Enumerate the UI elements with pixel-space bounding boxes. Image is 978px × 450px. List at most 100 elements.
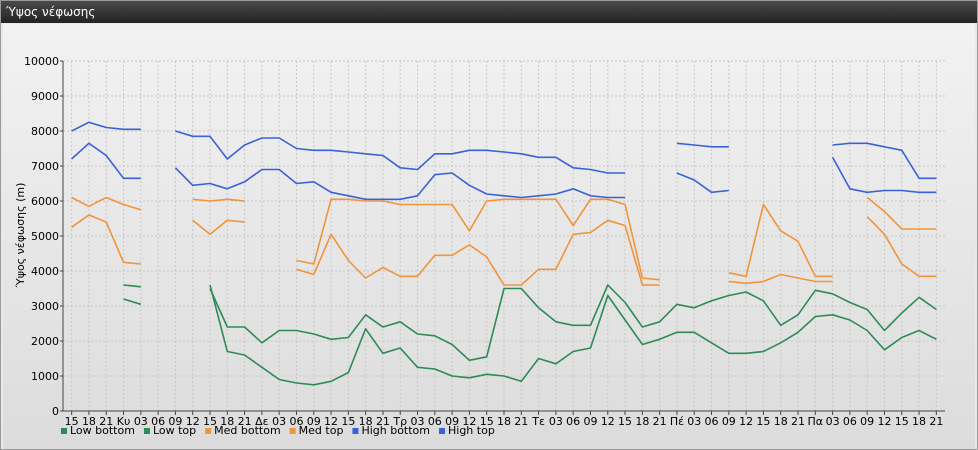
series-line-segment bbox=[209, 284, 937, 362]
x-tick-label: 12 bbox=[462, 415, 476, 428]
legend-label: Med bottom bbox=[214, 424, 281, 437]
y-tick-label: 5000 bbox=[31, 230, 59, 243]
series-line-segment bbox=[192, 198, 245, 202]
x-tick-label: Πέ bbox=[670, 415, 684, 428]
x-tick-label: 06 bbox=[705, 415, 719, 428]
legend-label: Low top bbox=[153, 424, 196, 437]
series-line-segment bbox=[123, 298, 142, 306]
x-tick-label: Τε bbox=[531, 415, 545, 428]
series-line-segment bbox=[123, 284, 141, 288]
x-tick-label: 21 bbox=[99, 415, 113, 428]
series-line-segment bbox=[728, 203, 833, 278]
x-tick-label: 21 bbox=[929, 415, 943, 428]
x-tick-label: 09 bbox=[583, 415, 597, 428]
x-tick-label: 15 bbox=[65, 415, 79, 428]
x-tick-label: 21 bbox=[376, 415, 390, 428]
x-tick-label: 09 bbox=[445, 415, 459, 428]
legend-swatch bbox=[352, 428, 359, 434]
x-tick-label: 12 bbox=[324, 415, 338, 428]
x-tick-label: 06 bbox=[151, 415, 165, 428]
legend-label: Med top bbox=[299, 424, 344, 437]
series-high-top bbox=[71, 121, 937, 180]
x-tick-label: 15 bbox=[341, 415, 355, 428]
series-line-segment bbox=[71, 121, 141, 132]
series-line-segment bbox=[71, 214, 141, 265]
x-tick-label: 18 bbox=[635, 415, 649, 428]
x-tick-label: 21 bbox=[238, 415, 252, 428]
x-tick-label: 06 bbox=[289, 415, 303, 428]
x-tick-label: Πα bbox=[808, 415, 824, 428]
x-tick-label: 03 bbox=[134, 415, 148, 428]
axes bbox=[60, 60, 945, 415]
x-tick-label: 09 bbox=[722, 415, 736, 428]
y-tick-label: 8000 bbox=[31, 125, 59, 138]
series-med-top bbox=[71, 196, 937, 281]
legend-label: High top bbox=[448, 424, 495, 437]
y-tick-labels: 0 1000 2000 3000 4000 5000 6000 7000 8000 9000 100… bbox=[24, 55, 59, 418]
series-med-bottom bbox=[71, 214, 937, 286]
y-tick-label: 6000 bbox=[31, 195, 59, 208]
series-line-segment bbox=[866, 196, 937, 230]
y-tick-label: 7000 bbox=[31, 160, 59, 173]
x-tick-label: 12 bbox=[877, 415, 891, 428]
grid bbox=[63, 60, 945, 411]
x-tick-label: 12 bbox=[601, 415, 615, 428]
x-tick-label: 06 bbox=[843, 415, 857, 428]
legend-swatch bbox=[289, 428, 296, 434]
y-tick-label: 1000 bbox=[31, 370, 59, 383]
x-tick-label: 03 bbox=[687, 415, 701, 428]
x-tick-label: 15 bbox=[618, 415, 632, 428]
x-tick-label: 12 bbox=[739, 415, 753, 428]
y-tick-label: 3000 bbox=[31, 300, 59, 313]
y-tick-label: 4000 bbox=[31, 265, 59, 278]
series-line-segment bbox=[174, 167, 626, 201]
x-tick-label: 06 bbox=[566, 415, 580, 428]
x-tick-labels: 15 18 21 Κυ 03 06 09 12 15 18 21 Δε 03 06 09 12 15 18 21 Τρ… bbox=[65, 415, 944, 428]
series-line-segment bbox=[728, 273, 833, 285]
x-tick-label: 12 bbox=[186, 415, 200, 428]
series-line-segment bbox=[832, 142, 937, 180]
cloud-height-chart: 0 1000 2000 3000 4000 5000 6000 7000 8000 9000 100… bbox=[14, 55, 945, 437]
series-line-segment bbox=[866, 216, 937, 278]
x-tick-label: Τρ bbox=[392, 415, 407, 428]
title-bar: Ύψος νέφωσης bbox=[1, 1, 977, 23]
x-tick-label: 06 bbox=[428, 415, 442, 428]
x-tick-label: 18 bbox=[359, 415, 373, 428]
x-tick-label: 03 bbox=[272, 415, 286, 428]
x-tick-label: 03 bbox=[549, 415, 563, 428]
x-tick-label: 09 bbox=[307, 415, 321, 428]
legend-label: Low bottom bbox=[70, 424, 135, 437]
series-line-segment bbox=[209, 284, 937, 386]
legend-swatch bbox=[143, 428, 150, 434]
x-tick-label: 15 bbox=[895, 415, 909, 428]
x-tick-label: 03 bbox=[411, 415, 425, 428]
x-tick-label: 15 bbox=[203, 415, 217, 428]
legend-swatch bbox=[61, 428, 67, 434]
series-line-segment bbox=[71, 142, 141, 180]
x-tick-label: Δε bbox=[255, 415, 269, 428]
x-tick-label: 09 bbox=[860, 415, 874, 428]
legend-label: High bottom bbox=[361, 424, 430, 437]
series-lines bbox=[71, 121, 937, 386]
series-line-segment bbox=[831, 156, 937, 194]
x-tick-label: 21 bbox=[653, 415, 667, 428]
series-low-top bbox=[123, 284, 937, 362]
series-low-bottom bbox=[123, 284, 937, 386]
x-tick-label: 18 bbox=[912, 415, 926, 428]
y-tick-label: 0 bbox=[52, 405, 59, 418]
window-title: Ύψος νέφωσης bbox=[6, 5, 96, 19]
x-tick-label: 15 bbox=[756, 415, 770, 428]
x-tick-label: 09 bbox=[168, 415, 182, 428]
x-tick-label: Κυ bbox=[117, 415, 131, 428]
series-high-bottom bbox=[71, 142, 937, 201]
series-line-segment bbox=[175, 130, 626, 174]
x-tick-label: 18 bbox=[497, 415, 511, 428]
legend-swatch bbox=[439, 428, 445, 434]
x-tick-label: 15 bbox=[480, 415, 494, 428]
y-tick-label: 2000 bbox=[31, 335, 59, 348]
y-tick-label: 9000 bbox=[31, 90, 59, 103]
series-line-segment bbox=[296, 219, 660, 286]
y-axis-label: Ύψος νέφωσης (m) bbox=[14, 183, 27, 289]
chart-panel: 0 1000 2000 3000 4000 5000 6000 7000 8000 9000 100… bbox=[3, 24, 975, 449]
